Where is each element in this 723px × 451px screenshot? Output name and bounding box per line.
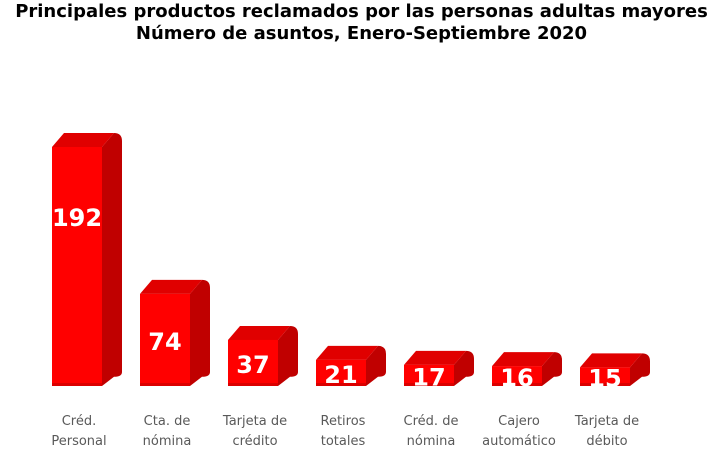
category-label-line: Cajero xyxy=(498,414,540,429)
bar-base-shade xyxy=(52,383,102,386)
bar-base-shade xyxy=(228,383,278,386)
category-label-line: crédito xyxy=(232,434,277,449)
bar xyxy=(316,359,366,386)
data-label: 74 xyxy=(148,328,181,356)
bar xyxy=(52,147,102,386)
bar-group xyxy=(316,345,386,386)
bar-side xyxy=(102,133,122,386)
bar xyxy=(140,293,190,386)
bar-base-shade xyxy=(316,383,366,386)
bar-side xyxy=(454,350,474,386)
category-label-line: Tarjeta de xyxy=(222,414,287,429)
bar-top xyxy=(580,353,642,368)
category-label-line: nómina xyxy=(143,434,192,449)
data-label: 192 xyxy=(52,204,102,232)
category-label: Cta. de nómina xyxy=(143,414,192,449)
bar-group xyxy=(140,279,210,386)
data-label: 16 xyxy=(500,364,533,392)
bar-top xyxy=(492,352,554,367)
bar-group xyxy=(492,352,562,386)
category-label-line: Créd. de xyxy=(404,414,459,429)
bar-side xyxy=(366,345,386,386)
bar-top xyxy=(140,279,202,294)
bar-top xyxy=(228,325,290,340)
bar xyxy=(580,367,630,386)
bar-base-shade xyxy=(140,383,190,386)
category-label-line: Créd. xyxy=(62,414,97,429)
bar xyxy=(228,339,278,386)
bar-base-shade xyxy=(492,383,542,386)
category-label: Cajero automático xyxy=(482,414,556,449)
category-label-line: totales xyxy=(321,434,366,449)
category-label-line: débito xyxy=(586,434,627,449)
category-label-line: Retiros xyxy=(321,414,366,429)
bar-group xyxy=(228,325,298,386)
category-label: Tarjeta de débito xyxy=(574,414,639,449)
category-label-line: Personal xyxy=(51,434,106,449)
bar-group xyxy=(404,350,474,386)
bar-base-shade xyxy=(404,383,454,386)
bar-top xyxy=(52,133,114,147)
bar-side xyxy=(630,353,650,386)
data-label: 15 xyxy=(588,365,621,393)
bar xyxy=(492,366,542,386)
bar-base-shade xyxy=(580,383,630,386)
bar-side xyxy=(190,279,210,386)
category-label-line: Cta. de xyxy=(144,414,191,429)
category-label-line: automático xyxy=(482,434,556,449)
bar xyxy=(404,364,454,386)
bar-top xyxy=(404,350,466,365)
data-label: 37 xyxy=(236,351,269,379)
data-label: 21 xyxy=(324,361,357,389)
category-label-line: Tarjeta de xyxy=(574,414,639,429)
bar-top xyxy=(316,345,378,360)
category-label: Créd. de nómina xyxy=(404,414,459,449)
category-label: Retiros totales xyxy=(321,414,366,449)
category-label: Créd. Personal xyxy=(51,414,106,449)
data-label: 17 xyxy=(412,363,445,391)
category-label: Tarjeta de crédito xyxy=(222,414,287,449)
category-label-line: nómina xyxy=(407,434,456,449)
chart-title: Principales productos reclamados por las… xyxy=(15,1,708,22)
bar-group xyxy=(580,353,650,386)
bar-side xyxy=(278,325,298,386)
bar-side xyxy=(542,352,562,386)
chart-subtitle: Número de asuntos, Enero-Septiembre 2020 xyxy=(135,23,588,44)
bar-group xyxy=(52,133,122,386)
